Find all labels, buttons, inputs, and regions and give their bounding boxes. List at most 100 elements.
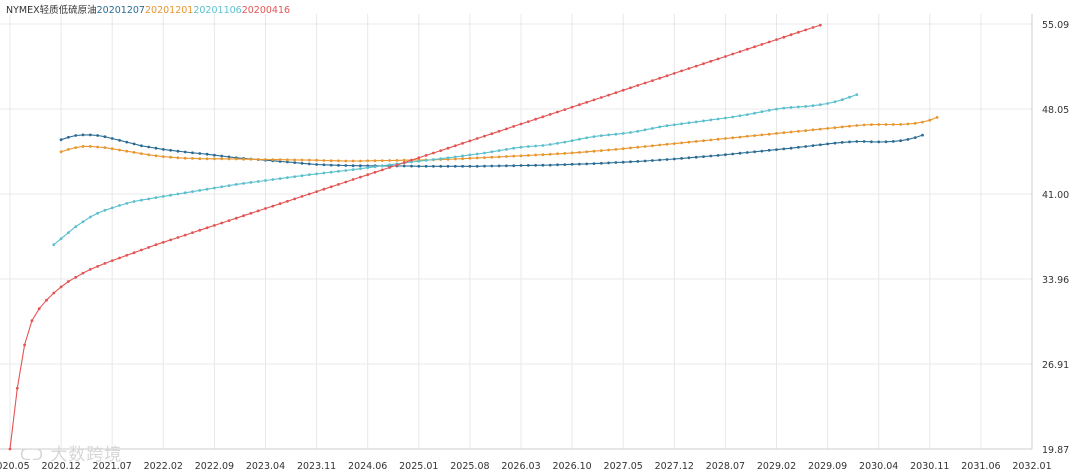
data-point — [205, 157, 209, 161]
legend-item-20201106[interactable]: 20201106 — [193, 5, 242, 16]
data-point — [840, 141, 844, 144]
data-point — [307, 192, 311, 196]
data-point — [344, 169, 348, 172]
data-point — [826, 102, 829, 105]
data-point — [410, 158, 413, 162]
data-point — [621, 160, 625, 164]
data-point — [59, 150, 63, 154]
x-tick-label: 2026.03 — [501, 461, 540, 472]
data-point — [176, 156, 180, 160]
data-point — [432, 151, 435, 155]
data-point — [935, 116, 939, 119]
data-point — [548, 152, 552, 156]
data-point — [161, 240, 165, 244]
data-point — [307, 158, 311, 162]
data-point — [351, 159, 355, 163]
data-point — [782, 147, 786, 151]
data-point — [329, 170, 333, 174]
data-point — [745, 113, 749, 116]
data-point — [103, 208, 107, 212]
data-point — [534, 117, 537, 121]
data-point — [702, 155, 705, 159]
series-20201207 — [59, 133, 924, 168]
data-point — [88, 268, 92, 271]
data-point — [388, 166, 391, 169]
data-point — [453, 164, 457, 168]
data-point — [169, 155, 173, 159]
data-point — [694, 64, 698, 68]
data-point — [220, 185, 224, 189]
data-point — [468, 164, 472, 168]
data-point — [680, 122, 683, 126]
data-point — [855, 140, 859, 143]
data-point — [767, 132, 771, 136]
data-point — [738, 50, 742, 53]
data-point — [505, 155, 508, 158]
data-point — [227, 219, 231, 223]
data-point — [461, 141, 464, 145]
data-point — [213, 224, 216, 227]
data-point — [658, 158, 662, 162]
data-point — [614, 161, 618, 164]
data-point — [884, 140, 888, 144]
data-point — [563, 152, 567, 155]
data-point — [724, 55, 727, 58]
data-point — [373, 170, 377, 174]
data-point — [220, 154, 224, 158]
data-point — [45, 298, 48, 302]
data-point — [680, 157, 683, 160]
data-point — [672, 157, 676, 161]
data-point — [234, 216, 238, 220]
data-point — [599, 134, 603, 138]
data-point — [205, 152, 209, 156]
data-point — [344, 164, 348, 167]
legend-item-20201207[interactable]: 20201207 — [96, 5, 145, 16]
data-point — [67, 135, 70, 139]
data-point — [694, 140, 698, 143]
data-point — [570, 105, 574, 109]
data-point — [782, 131, 786, 135]
legend-item-20201201[interactable]: 20201201 — [144, 5, 194, 16]
data-point — [913, 121, 917, 125]
data-point — [621, 132, 625, 135]
data-point — [264, 207, 267, 210]
data-point — [264, 179, 267, 182]
data-point — [870, 140, 873, 144]
data-point — [337, 169, 340, 173]
chart-legend: NYMEX轻质低硫原油20201207202012012020110620200… — [6, 2, 290, 16]
data-point — [848, 95, 851, 99]
data-point — [307, 173, 311, 177]
data-point — [439, 164, 443, 168]
data-point — [833, 126, 837, 130]
data-point — [694, 155, 698, 159]
data-point — [468, 156, 472, 160]
data-point — [716, 117, 720, 121]
data-point — [256, 158, 260, 161]
data-point — [672, 142, 676, 146]
data-point — [658, 125, 662, 129]
data-point — [585, 150, 589, 154]
data-point — [921, 133, 924, 137]
data-point — [176, 192, 180, 196]
data-point — [731, 136, 735, 140]
data-point — [59, 285, 63, 289]
data-point — [556, 110, 559, 114]
data-point — [651, 79, 654, 82]
data-point — [724, 116, 727, 120]
data-point — [424, 154, 428, 157]
data-point — [96, 265, 99, 268]
data-point — [848, 140, 851, 144]
data-point — [118, 138, 121, 142]
data-point — [855, 93, 859, 96]
data-point — [322, 163, 326, 167]
legend-item-20200416[interactable]: 20200416 — [241, 5, 291, 16]
data-point — [789, 33, 793, 37]
data-point — [30, 319, 34, 323]
data-point — [213, 186, 216, 190]
data-point — [833, 100, 837, 104]
data-point — [293, 161, 297, 165]
data-point — [103, 135, 107, 139]
data-point — [519, 154, 523, 158]
data-point — [110, 147, 114, 151]
data-point — [797, 30, 800, 34]
